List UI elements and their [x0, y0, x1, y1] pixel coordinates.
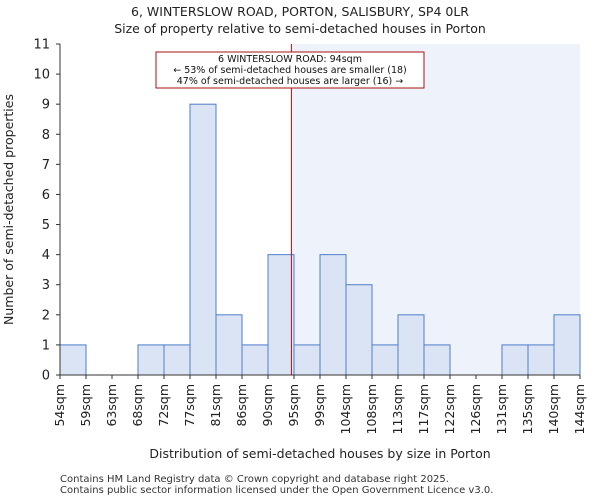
x-tick-label: 77sqm: [182, 384, 197, 427]
y-axis-title: Number of semi-detached properties: [1, 94, 16, 325]
x-tick-label: 90sqm: [260, 384, 275, 427]
annotation-line-larger: 47% of semi-detached houses are larger (…: [177, 76, 404, 87]
bar: [527, 344, 555, 376]
x-tick-label: 108sqm: [364, 384, 379, 434]
x-tick-label: 59sqm: [78, 384, 93, 427]
y-tick-label: 0: [42, 369, 50, 384]
y-tick-label: 8: [42, 128, 50, 143]
bar: [423, 344, 451, 376]
footer-copyright: Contains HM Land Registry data © Crown c…: [60, 474, 449, 485]
x-tick-label: 54sqm: [52, 384, 67, 427]
x-tick-label: 131sqm: [494, 384, 509, 434]
x-tick-label: 126sqm: [468, 384, 483, 434]
bar: [241, 344, 269, 376]
y-tick-label: 4: [42, 248, 50, 263]
bar: [371, 344, 399, 376]
x-tick-label: 95sqm: [286, 384, 301, 427]
bar: [293, 344, 321, 376]
x-tick-label: 68sqm: [130, 384, 145, 427]
bar: [59, 344, 87, 376]
bar: [189, 103, 217, 376]
chart-title-subtitle: Size of property relative to semi-detach…: [114, 21, 486, 36]
annotation-line-size: 6 WINTERSLOW ROAD: 94sqm: [218, 54, 362, 65]
y-tick-label: 11: [33, 38, 50, 53]
y-tick-label: 9: [42, 98, 50, 113]
x-tick-label: 81sqm: [208, 384, 223, 427]
x-axis-title: Distribution of semi-detached houses by …: [149, 446, 490, 461]
x-tick-label: 113sqm: [390, 384, 405, 434]
bar: [215, 314, 243, 376]
bar: [397, 314, 425, 376]
x-tick-label: 99sqm: [312, 384, 327, 427]
annotation-box: [155, 51, 425, 89]
x-tick-label: 104sqm: [338, 384, 353, 434]
chart-title-address: 6, WINTERSLOW ROAD, PORTON, SALISBURY, S…: [131, 4, 469, 19]
y-tick-label: 7: [42, 158, 50, 173]
y-tick-label: 1: [42, 338, 50, 353]
bar: [553, 314, 581, 376]
bar: [319, 254, 347, 376]
bar: [501, 344, 529, 376]
bar: [345, 284, 373, 376]
x-tick-label: 117sqm: [416, 384, 431, 434]
histogram-chart: 0 1 2 3 4 5 6 7 8 9 10 11 54sqm 59sqm 63sqm 68sqm 72sqm 7…: [1, 38, 587, 462]
y-tick-label: 10: [33, 68, 50, 83]
x-tick-label: 63sqm: [104, 384, 119, 427]
annotation-line-smaller: ← 53% of semi-detached houses are smalle…: [173, 65, 407, 76]
footer-licence: Contains public sector information licen…: [60, 485, 494, 496]
bar: [267, 254, 295, 376]
x-tick-label: 72sqm: [156, 384, 171, 427]
x-tick-label: 122sqm: [442, 384, 457, 434]
x-tick-label: 135sqm: [520, 384, 535, 434]
x-tick-label: 144sqm: [572, 384, 587, 434]
y-tick-label: 3: [42, 278, 50, 293]
bar: [163, 344, 191, 376]
y-tick-label: 2: [42, 308, 50, 323]
bar: [137, 344, 165, 376]
x-tick-label: 86sqm: [234, 384, 249, 427]
y-tick-label: 5: [42, 218, 50, 233]
y-tick-label: 6: [42, 188, 50, 203]
x-tick-label: 140sqm: [546, 384, 561, 434]
